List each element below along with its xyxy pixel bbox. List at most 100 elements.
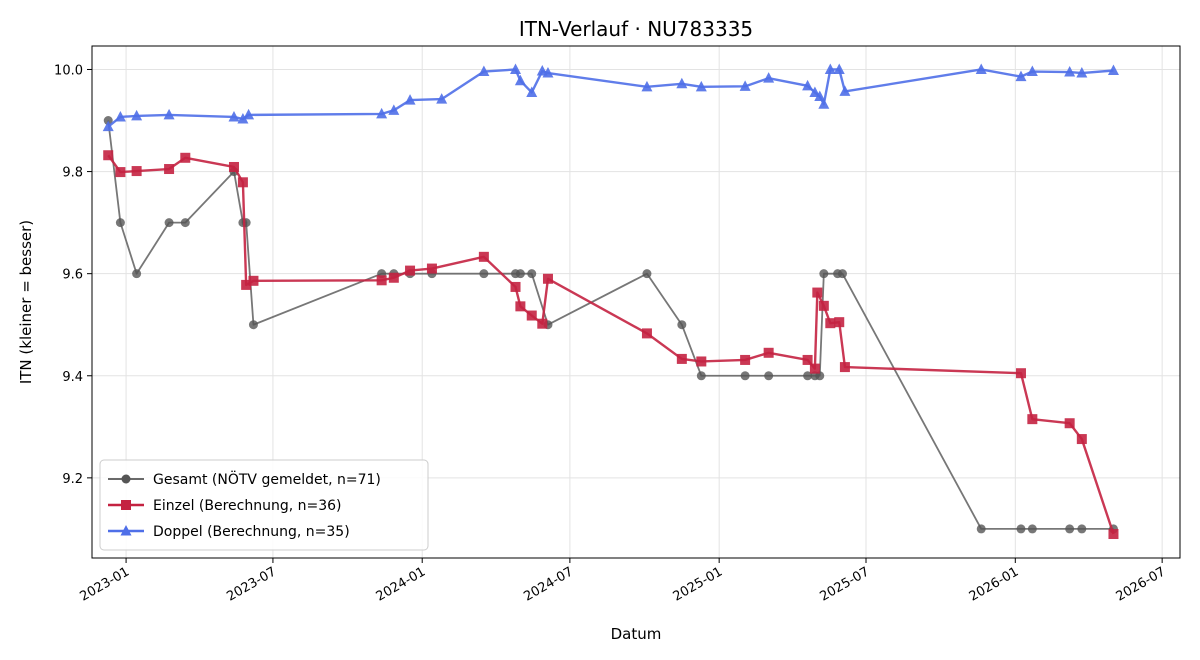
data-point-einzel	[1027, 414, 1038, 425]
data-point-einzel	[818, 300, 829, 311]
data-point-einzel	[763, 347, 774, 358]
data-point-doppel	[839, 85, 851, 96]
data-point-gesamt	[515, 269, 525, 279]
data-point-doppel	[1076, 67, 1088, 78]
data-point-doppel	[641, 80, 653, 92]
data-point-doppel	[975, 63, 987, 74]
data-point-gesamt	[1027, 524, 1037, 534]
data-point-doppel	[514, 74, 526, 86]
data-point-doppel	[478, 65, 490, 77]
data-point-gesamt	[819, 269, 829, 279]
data-point-einzel	[241, 279, 252, 290]
data-point-einzel	[696, 356, 707, 367]
data-point-einzel	[1064, 418, 1075, 429]
data-point-einzel	[641, 328, 652, 339]
plot-frame	[91, 45, 1181, 559]
x-axis-label: Datum	[611, 625, 662, 643]
data-point-einzel	[812, 287, 823, 298]
data-point-doppel	[695, 80, 707, 92]
data-point-einzel	[103, 150, 114, 161]
legend-marker-gesamt	[121, 474, 131, 484]
data-point-gesamt	[642, 269, 652, 279]
data-point-einzel	[802, 354, 813, 365]
data-point-doppel	[1107, 64, 1119, 76]
data-point-einzel	[542, 273, 553, 284]
data-point-einzel	[537, 318, 548, 329]
data-point-doppel	[404, 94, 416, 105]
data-point-doppel	[1064, 66, 1076, 77]
data-point-gesamt	[976, 524, 986, 534]
data-point-gesamt	[164, 218, 174, 228]
data-point-doppel	[163, 108, 175, 120]
data-point-einzel	[426, 263, 437, 274]
data-point-doppel	[228, 110, 240, 122]
data-point-doppel	[739, 80, 751, 91]
data-point-einzel	[515, 301, 526, 312]
y-tick-label: 10.0	[54, 63, 83, 78]
data-point-einzel	[405, 265, 416, 276]
series-einzel	[103, 150, 1119, 540]
legend-marker-doppel	[120, 525, 132, 536]
data-point-gesamt	[803, 371, 813, 381]
data-point-doppel	[510, 63, 522, 74]
y-axis: 9.2 9.4 9.6 9.8 10.0	[54, 63, 92, 487]
data-point-doppel	[114, 110, 126, 122]
data-point-gesamt	[764, 371, 774, 381]
data-point-doppel	[542, 67, 554, 78]
data-point-gesamt	[115, 218, 125, 228]
data-point-einzel	[825, 318, 836, 329]
data-point-einzel	[237, 177, 248, 188]
data-point-einzel	[526, 310, 537, 321]
data-point-einzel	[809, 363, 820, 374]
data-point-doppel	[526, 86, 538, 97]
data-point-einzel	[834, 317, 845, 328]
data-point-gesamt	[1016, 524, 1026, 534]
data-point-einzel	[1108, 529, 1119, 540]
data-point-doppel	[388, 104, 400, 115]
series-layer	[102, 63, 1119, 540]
data-point-gesamt	[527, 269, 537, 279]
data-point-doppel	[763, 72, 775, 83]
data-point-gesamt	[479, 269, 489, 279]
data-point-doppel	[131, 109, 143, 121]
data-point-gesamt	[132, 269, 142, 279]
chart-title: ITN-Verlauf · NU783335	[519, 17, 753, 41]
data-point-gesamt	[837, 269, 847, 279]
data-point-doppel	[102, 120, 114, 132]
data-point-doppel	[1026, 65, 1038, 77]
legend-label-einzel: Einzel (Berechnung, n=36)	[153, 498, 342, 514]
data-point-doppel	[237, 112, 249, 124]
data-point-gesamt	[248, 320, 258, 330]
data-point-gesamt	[696, 371, 706, 381]
data-point-einzel	[228, 161, 239, 172]
data-point-doppel	[243, 108, 255, 120]
data-point-einzel	[510, 281, 521, 292]
legend-label-gesamt: Gesamt (NÖTV gemeldet, n=71)	[153, 470, 381, 488]
legend-marker-einzel	[121, 500, 131, 510]
data-point-doppel	[802, 79, 814, 91]
data-point-einzel	[131, 166, 142, 177]
data-point-gesamt	[677, 320, 687, 330]
data-point-doppel	[818, 98, 830, 109]
y-axis-label: ITN (kleiner = besser)	[17, 220, 35, 384]
y-tick-label: 9.8	[62, 166, 83, 181]
data-point-einzel	[478, 251, 489, 262]
data-point-doppel	[833, 63, 845, 74]
legend-label-doppel: Doppel (Berechnung, n=35)	[153, 524, 350, 540]
series-doppel	[102, 63, 1119, 132]
data-point-gesamt	[180, 218, 190, 228]
data-point-doppel	[676, 77, 688, 89]
data-point-einzel	[164, 164, 175, 175]
data-point-einzel	[376, 275, 387, 286]
data-point-doppel	[1015, 70, 1027, 82]
data-point-einzel	[248, 275, 259, 286]
data-point-einzel	[1076, 434, 1087, 445]
data-point-gesamt	[1077, 524, 1087, 534]
data-point-einzel	[839, 362, 850, 373]
data-point-doppel	[809, 86, 821, 97]
data-point-doppel	[436, 93, 448, 104]
data-point-doppel	[814, 90, 826, 102]
data-point-einzel	[1015, 368, 1026, 379]
y-tick-label: 9.4	[62, 370, 83, 385]
